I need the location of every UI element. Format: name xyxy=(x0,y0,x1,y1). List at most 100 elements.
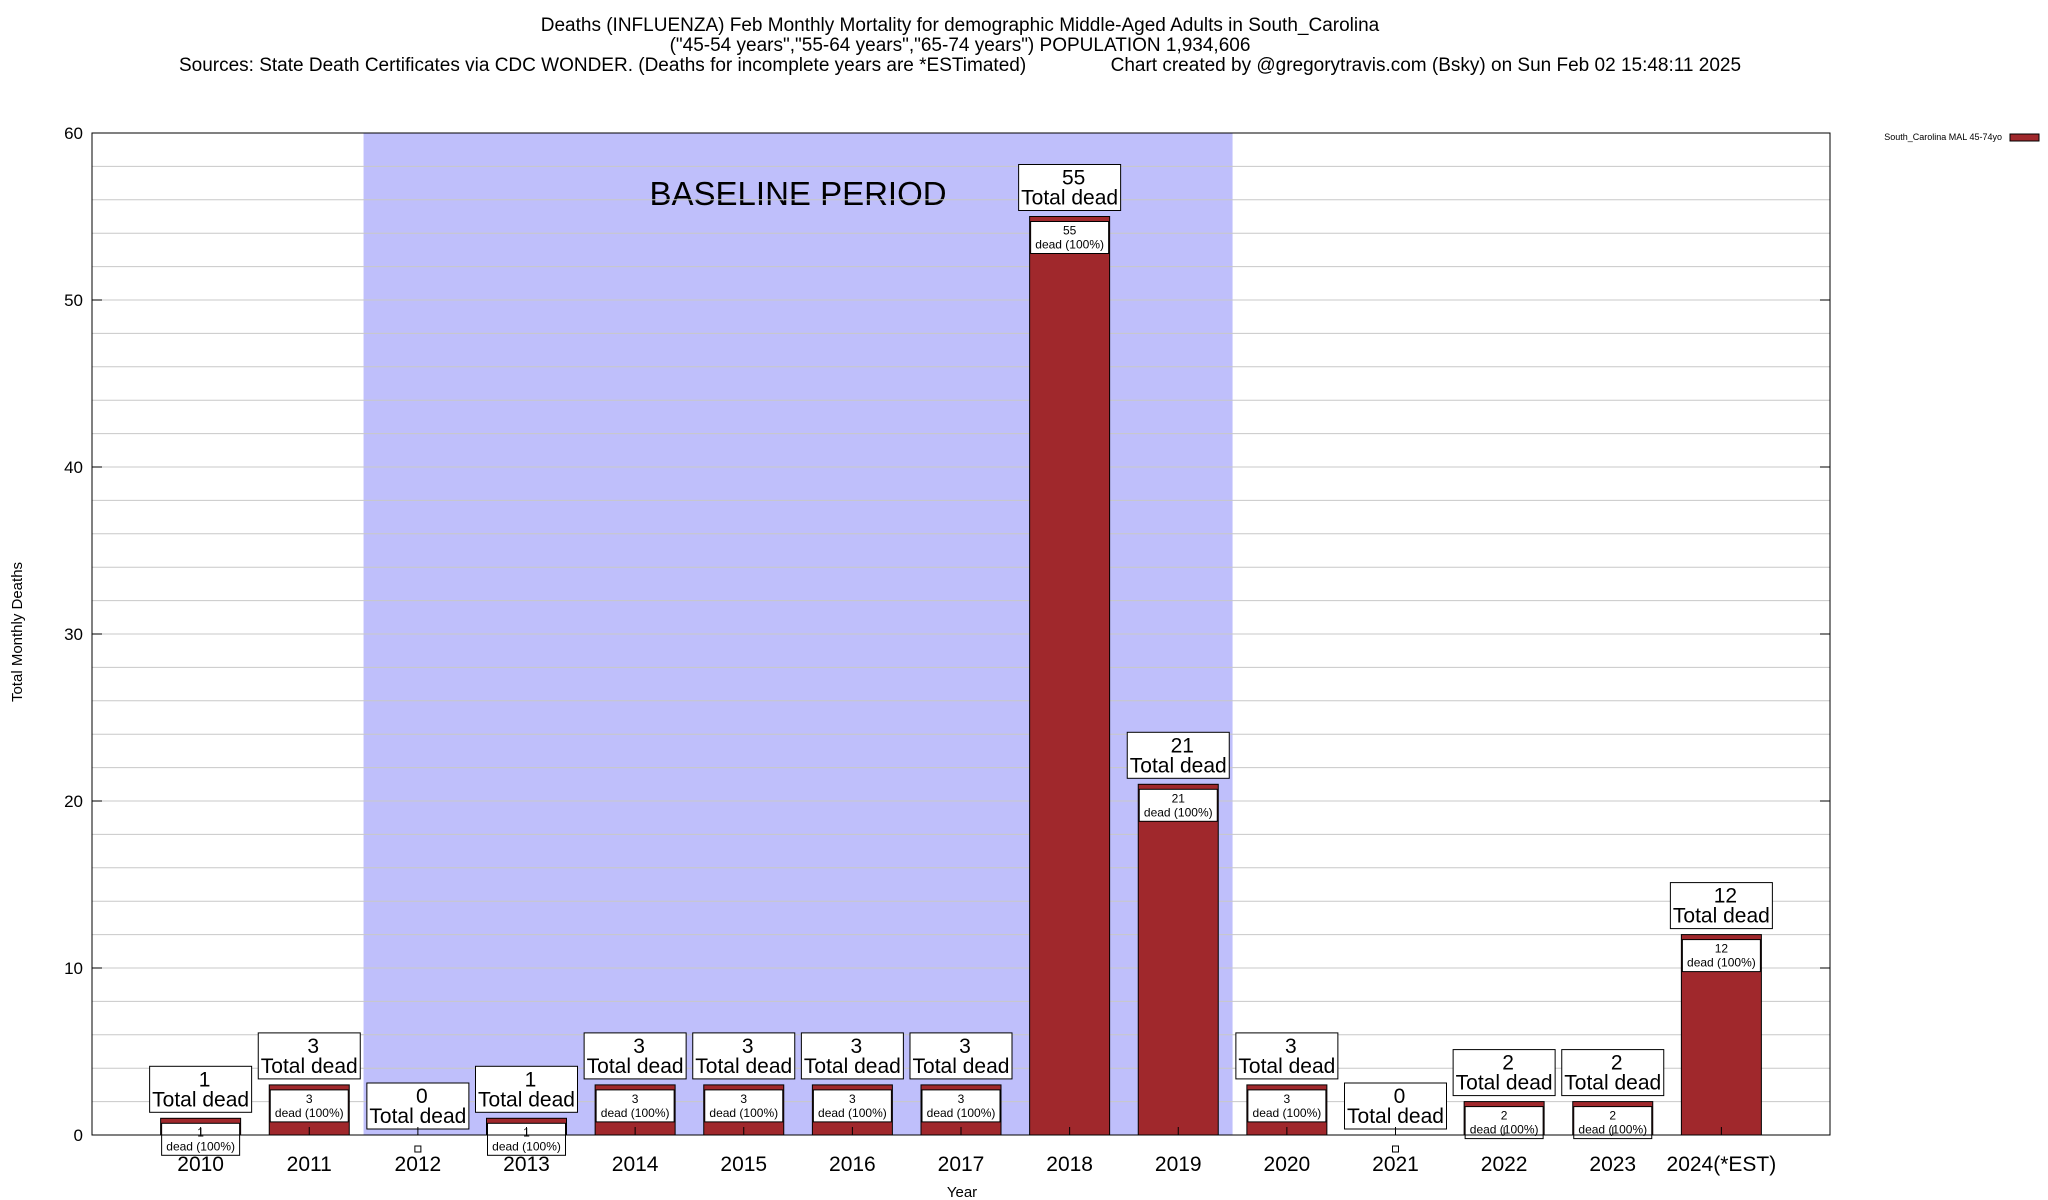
x-tick-label: 2022 xyxy=(1481,1153,1528,1176)
total-dead-label: Total dead xyxy=(695,1055,792,1078)
grid-layer xyxy=(92,165,1830,1103)
total-label-box xyxy=(475,1065,578,1113)
total-value-label: 3 xyxy=(959,1035,971,1058)
segment-pct-label: dead (100%) xyxy=(275,1106,344,1120)
x-tick-label: 2018 xyxy=(1046,1153,1093,1176)
total-label-box xyxy=(1561,1049,1665,1097)
total-label-box xyxy=(257,1032,361,1080)
segment-value-label: 12 xyxy=(1715,942,1729,956)
segment-pct-label: dead (100%) xyxy=(601,1106,670,1120)
total-dead-label: Total dead xyxy=(1238,1055,1335,1078)
total-dead-label: Total dead xyxy=(1347,1105,1444,1128)
y-tick-label: 30 xyxy=(64,625,83,644)
x-tick-label: 2011 xyxy=(287,1153,332,1176)
total-dead-label: Total dead xyxy=(1021,187,1118,210)
x-axis-label: Year xyxy=(947,1184,977,1200)
x-tick-label: 2016 xyxy=(829,1153,876,1176)
y-axis-label: Total Monthly Deaths xyxy=(9,562,26,702)
total-value-label: 21 xyxy=(1171,734,1194,757)
total-dead-label: Total dead xyxy=(261,1055,358,1078)
total-label-box xyxy=(1452,1049,1556,1097)
segment-label-box xyxy=(921,1089,1001,1123)
chart-title: Deaths (INFLUENZA) Feb Monthly Mortality… xyxy=(541,15,1380,36)
segment-pct-label: dead (100%) xyxy=(1687,956,1756,970)
segment-pct-label: dead (100%) xyxy=(709,1106,778,1120)
segment-value-label: 2 xyxy=(1609,1109,1616,1123)
x-tick-label: 2013 xyxy=(503,1153,550,1176)
segment-label-box xyxy=(704,1089,784,1123)
total-value-label: 3 xyxy=(1285,1035,1297,1058)
bar xyxy=(1137,783,1219,1136)
segment-label-box xyxy=(1247,1089,1327,1123)
baseline-label: BASELINE PERIOD xyxy=(650,175,947,212)
segment-value-label: 3 xyxy=(958,1092,965,1106)
legend: South_Carolina MAL 45-74yo xyxy=(1884,132,2040,142)
y-tick-label: 20 xyxy=(64,792,83,811)
x-tick-label: 2012 xyxy=(395,1153,442,1176)
x-tick-label: 2014 xyxy=(612,1153,659,1176)
segment-label-box xyxy=(269,1089,349,1123)
total-dead-label: Total dead xyxy=(152,1088,249,1111)
total-label-box xyxy=(1126,731,1230,779)
total-value-label: 1 xyxy=(525,1068,537,1091)
y-tick-label: 60 xyxy=(64,124,83,143)
segment-value-label: 3 xyxy=(849,1092,856,1106)
total-value-label: 0 xyxy=(416,1085,428,1108)
segment-pct-label: dead (100%) xyxy=(1144,805,1213,819)
total-dead-label: Total dead xyxy=(804,1055,901,1078)
total-dead-label: Total dead xyxy=(1130,754,1227,777)
x-tick-label: 2021 xyxy=(1372,1153,1419,1176)
zero-marker xyxy=(414,1145,422,1153)
segment-value-label: 21 xyxy=(1172,791,1186,805)
bar xyxy=(1029,216,1111,1136)
total-label-box xyxy=(583,1032,687,1080)
total-dead-label: Total dead xyxy=(1564,1072,1661,1095)
segment-label-box xyxy=(1138,788,1218,822)
zero-marker xyxy=(1392,1145,1399,1153)
x-tick-label: 2024(*EST) xyxy=(1667,1153,1777,1176)
x-tick-label: 2010 xyxy=(177,1153,224,1176)
x-tick-layer: 2010 2011 2012 2013 2014 2015 2016 2017 2018 2019… xyxy=(177,1127,1776,1176)
segment-pct-label: dead (100%) xyxy=(492,1139,561,1153)
segment-pct-label: dead (100%) xyxy=(927,1106,996,1120)
segment-pct-label: dead (100%) xyxy=(818,1106,887,1120)
segment-pct-label: dead (100%) xyxy=(166,1139,235,1153)
x-tick-label: 2017 xyxy=(938,1153,985,1176)
total-label-box xyxy=(1235,1032,1339,1080)
total-value-label: 55 xyxy=(1062,167,1085,190)
total-label-box xyxy=(149,1065,253,1113)
total-dead-label: Total dead xyxy=(1456,1072,1553,1095)
legend-swatch xyxy=(2009,133,2040,142)
y-tick-label: 50 xyxy=(64,291,83,310)
segment-label-box xyxy=(1030,221,1110,254)
chart-source-line: Sources: State Death Certificates via CD… xyxy=(179,55,1741,76)
total-value-label: 3 xyxy=(742,1035,754,1058)
total-value-label: 12 xyxy=(1714,885,1737,908)
total-value-label: 0 xyxy=(1394,1085,1406,1108)
segment-label-box xyxy=(1681,939,1761,973)
total-value-label: 2 xyxy=(1502,1052,1514,1075)
segment-pct-label: dead (100%) xyxy=(1253,1106,1322,1120)
y-tick-label: 0 xyxy=(74,1126,83,1145)
x-tick-label: 2015 xyxy=(720,1153,767,1176)
total-dead-label: Total dead xyxy=(913,1055,1010,1078)
segment-value-label: 2 xyxy=(1501,1109,1508,1123)
total-label-box xyxy=(800,1032,904,1080)
total-label-box xyxy=(1344,1082,1447,1130)
total-value-label: 3 xyxy=(633,1035,645,1058)
total-label-box xyxy=(366,1082,470,1130)
y-tick-label: 10 xyxy=(64,959,83,978)
chart-subtitle: ("45-54 years","55-64 years","65-74 year… xyxy=(670,35,1251,56)
total-value-label: 3 xyxy=(307,1035,319,1058)
total-dead-label: Total dead xyxy=(587,1055,684,1078)
total-dead-label: Total dead xyxy=(369,1105,466,1128)
total-label-box xyxy=(692,1032,796,1080)
x-tick-label: 2020 xyxy=(1264,1153,1311,1176)
segment-label-box xyxy=(595,1089,675,1123)
total-dead-label: Total dead xyxy=(478,1088,575,1111)
segment-value-label: 3 xyxy=(306,1092,313,1106)
segment-value-label: 3 xyxy=(740,1092,747,1106)
total-label-box xyxy=(909,1032,1013,1080)
